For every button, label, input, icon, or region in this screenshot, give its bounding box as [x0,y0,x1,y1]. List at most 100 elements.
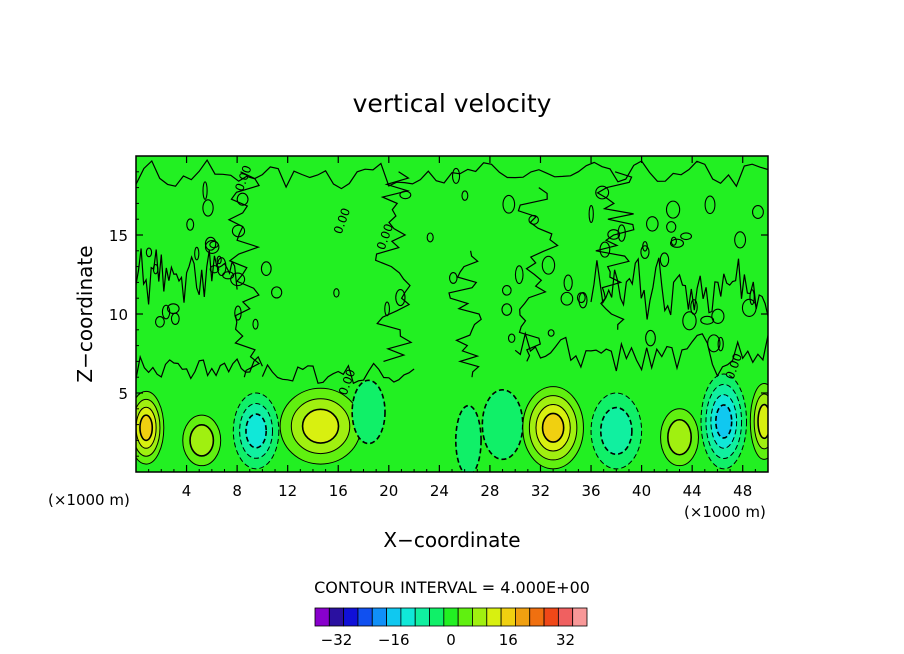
x-tick-label: 44 [683,482,702,500]
y-tick-label: 15 [109,227,128,245]
zero-contour-line [595,171,635,330]
small-contour-loop [700,315,715,325]
colorbar-swatch [472,607,488,627]
small-contour-loop [209,240,219,249]
small-contour-loop [666,221,677,233]
small-contour-loop [717,336,724,352]
small-contour-loop [271,286,283,299]
colorbar-tick-label: 32 [556,631,575,649]
small-contour-loop [576,292,586,304]
small-contour-loop [665,200,681,219]
contour-ring [599,406,633,456]
colorbar-swatch [343,607,359,627]
small-contour-loop [680,232,693,241]
contour-ring [189,424,215,457]
small-contour-loop [749,289,755,306]
small-contour-loop [588,204,594,224]
contour-feature-updraft [660,408,699,467]
contour-feature-downdraft [481,389,524,461]
small-contour-loop [646,216,659,232]
small-contour-loop [669,238,685,248]
x-tick-label: 28 [480,482,499,500]
colorbar-swatch [529,607,545,627]
small-contour-loop [501,285,512,296]
small-contour-loop [640,245,650,259]
colorbar-tick-label: 0 [446,631,456,649]
x-tick-label: 48 [733,482,752,500]
small-contour-loop [563,274,573,292]
zero-contour-line [514,331,768,378]
contour-lines: 0.000.000.000.000.00 [136,158,768,397]
colorbar-swatch [543,607,559,627]
x-tick-label: 20 [379,482,398,500]
y-tick-label: 5 [118,385,128,403]
small-contour-loop [384,301,390,317]
x-tick-label: 16 [329,482,348,500]
colorbar-tick-label: 16 [499,631,518,649]
small-contour-loop [541,255,556,275]
colorbar-swatch [414,607,430,627]
small-contour-loop [734,231,747,249]
zero-contour-line [136,354,263,380]
small-contour-loop [607,229,621,240]
x-tick-label: 32 [531,482,550,500]
contour-feature-downdraft [351,379,386,445]
x-unit-label-right: (×1000 m) [684,503,766,521]
small-contour-loop [202,199,214,217]
colorbar-swatch [443,607,459,627]
small-contour-loop [501,303,513,316]
small-contour-loop [395,288,406,307]
colorbar-labels: −32 −16 0 16 32 [321,631,575,649]
x-tick-label: 4 [182,482,192,500]
small-contour-loop [202,181,208,200]
colorbar-swatch [572,607,588,627]
contour-ring [351,379,386,445]
small-contour-loop [659,252,670,267]
colorbar-tick-label: −16 [378,631,410,649]
contour-feature-updraft [749,383,768,460]
x-tick-label: 36 [581,482,600,500]
colorbar-swatch [371,607,387,627]
contour-feature-downdraft [700,373,748,470]
contour-feature-downdraft [454,404,482,472]
zero-contour-line [374,171,413,362]
small-contour-loop [578,292,588,309]
small-contour-loop [682,311,697,331]
contour-feature-downdraft [232,392,280,470]
colorbar-swatch [457,607,473,627]
zero-contour-line [261,362,415,385]
small-contour-loop [617,224,626,242]
small-contour-loop [502,194,516,214]
small-contour-loop [599,241,611,258]
small-contour-loop [449,272,458,284]
small-contour-loop [209,265,220,274]
small-contour-loop [560,291,574,306]
contour-feature-updraft [136,390,165,465]
contour-ring [541,412,565,443]
small-contour-loop [194,246,200,261]
features-layer [136,373,768,472]
small-contour-loop [186,218,195,231]
x-unit-label-left: (×1000 m) [48,491,130,509]
small-contour-loop [741,298,757,317]
small-contour-loop [461,190,469,201]
x-tick-label: 24 [430,482,449,500]
small-contour-loop [216,257,227,277]
small-contour-loop [234,305,242,321]
small-contour-loop [155,316,165,328]
contour-ring [715,404,733,439]
zero-contour-line [590,257,768,320]
small-contour-loop [426,232,434,243]
small-contour-loop [152,263,159,275]
small-contour-loop [333,288,340,298]
small-contour-loop [451,167,461,184]
small-contour-loop [145,247,153,258]
x-axis-ticks: 4 8 12 16 20 24 28 32 36 40 44 48 [148,156,756,500]
small-contour-loop [707,334,721,353]
colorbar-swatch [429,607,445,627]
contour-feature-downdraft [590,392,643,470]
small-contour-loop [399,190,412,200]
contour-ring [667,418,692,456]
small-contour-loop [222,271,235,280]
small-contour-loop [231,224,246,238]
